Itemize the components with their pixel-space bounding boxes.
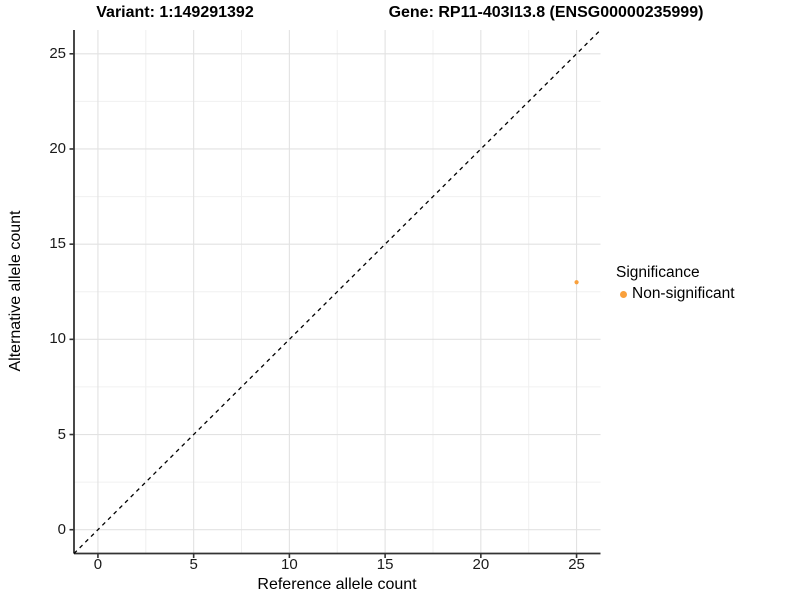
y-tick-label: 25 (49, 44, 66, 62)
plot-title-gene: Gene: RP11-403I13.8 (ENSG00000235999) (388, 4, 704, 21)
x-tick-label: 5 (189, 556, 198, 573)
plot-title-variant: Variant: 1:149291392 (96, 4, 254, 21)
y-tick-label: 5 (57, 425, 66, 443)
y-axis-title: Alternative allele count (7, 210, 24, 372)
x-tick-label: 20 (472, 556, 490, 573)
identity-dashed-line (73, 29, 601, 554)
legend-item-non-significant: Non-significant (616, 285, 735, 303)
data-point (574, 280, 579, 285)
x-tick-label: 25 (568, 556, 585, 573)
x-tick-label: 0 (93, 556, 103, 573)
legend: Significance Non-significant (616, 263, 735, 303)
x-tick-label: 15 (376, 556, 394, 573)
y-tick-label: 15 (49, 235, 66, 253)
legend-point-icon (620, 290, 627, 298)
y-tick-label: 20 (49, 139, 66, 157)
x-tick-label: 10 (281, 556, 298, 573)
legend-title: Significance (616, 264, 700, 281)
x-axis-title: Reference allele count (257, 576, 417, 593)
y-tick-label: 0 (57, 520, 66, 538)
y-tick-label: 10 (49, 330, 66, 348)
legend-item-label: Non-significant (632, 285, 735, 302)
